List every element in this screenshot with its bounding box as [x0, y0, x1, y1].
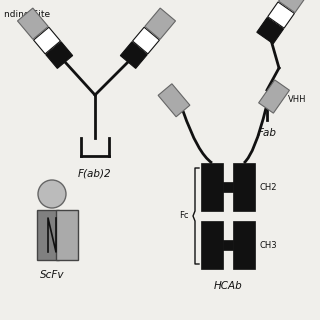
- Circle shape: [38, 180, 66, 208]
- Bar: [233, 221, 255, 269]
- Polygon shape: [34, 27, 60, 54]
- Text: Fc: Fc: [180, 212, 189, 220]
- Bar: [37, 210, 59, 260]
- Text: ScFv: ScFv: [40, 270, 64, 280]
- Bar: [223, 240, 233, 250]
- Text: F(ab)2: F(ab)2: [78, 168, 112, 178]
- Text: VHH: VHH: [288, 95, 307, 105]
- Bar: [56, 210, 78, 260]
- Polygon shape: [279, 0, 309, 12]
- Polygon shape: [158, 84, 190, 117]
- Polygon shape: [268, 2, 294, 28]
- Text: HCAb: HCAb: [214, 281, 242, 291]
- Polygon shape: [257, 18, 284, 44]
- Polygon shape: [259, 80, 289, 113]
- Polygon shape: [145, 8, 175, 39]
- Text: nding Site: nding Site: [4, 10, 50, 19]
- Text: CH3: CH3: [259, 241, 276, 250]
- Bar: [223, 182, 233, 192]
- Polygon shape: [120, 42, 147, 68]
- Bar: [233, 163, 255, 211]
- Polygon shape: [46, 42, 73, 68]
- Bar: [201, 221, 223, 269]
- Text: Fab: Fab: [258, 128, 276, 138]
- Bar: [201, 163, 223, 211]
- Text: CH2: CH2: [259, 182, 276, 191]
- Polygon shape: [18, 8, 48, 39]
- Polygon shape: [132, 27, 159, 54]
